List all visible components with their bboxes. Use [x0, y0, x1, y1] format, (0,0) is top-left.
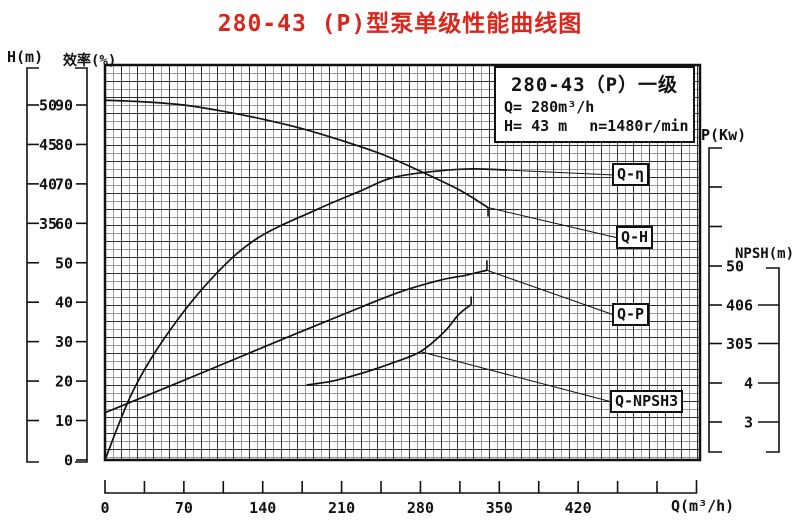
efficiency-tick-label: 20	[55, 373, 73, 391]
legend-model: 280-43（P）一级	[510, 74, 679, 96]
leader-line	[420, 351, 613, 403]
efficiency-tick-label: 30	[55, 333, 73, 351]
curve-label-efficiency: Q-η	[612, 163, 650, 186]
plot-border	[103, 63, 702, 462]
efficiency-axis-label: 效率(%)	[63, 53, 117, 69]
npsh-axis-label: NPSH(m)	[735, 246, 795, 262]
curve-q_npsh3	[306, 303, 472, 386]
efficiency-tick-label: 80	[55, 136, 73, 154]
efficiency-tick-label: 0	[64, 451, 73, 469]
curve-label-power: Q-P	[612, 303, 650, 326]
flow-tick-label: 0	[100, 499, 109, 517]
legend-speed: n=1480r/min	[589, 117, 689, 135]
curve-q_p	[104, 269, 488, 414]
leader-line	[486, 269, 615, 316]
efficiency-tick-label: 70	[55, 175, 73, 193]
flow-tick-label: 420	[565, 499, 592, 517]
npsh-axis-bracket	[766, 267, 780, 453]
head-tick-label: 40	[39, 175, 57, 193]
efficiency-tick-label: 50	[55, 254, 73, 272]
power-tick-label: 50	[726, 258, 744, 276]
curve-label-head: Q-H	[616, 226, 654, 249]
power-axis-bracket	[708, 147, 722, 453]
power-axis-label: P(Kw)	[701, 126, 747, 144]
npsh-tick-label: 4	[744, 375, 753, 393]
npsh-tick-label: 3	[744, 414, 753, 432]
head-axis-label: H(m)	[7, 48, 44, 66]
flow-tick-label: 70	[175, 499, 193, 517]
flow-tick-label: 140	[249, 499, 276, 517]
chart-title: 280-43 (P)型泵单级性能曲线图	[217, 11, 583, 37]
flow-axis-label: Q(m³/h)	[671, 497, 735, 515]
curve-q_eta	[104, 168, 508, 461]
flow-tick-label: 280	[407, 499, 434, 517]
legend-flow: Q= 280m³/h	[504, 98, 595, 116]
legend-box: 280-43（P）一级 Q= 280m³/h H= 43 m n=1480r/mi…	[494, 66, 695, 143]
legend-head-speed: H= 43 m n=1480r/min	[504, 117, 693, 135]
npsh-tick-label: 6	[744, 297, 753, 315]
curve-q_h	[104, 99, 489, 209]
npsh-tick-label: 5	[744, 335, 753, 353]
efficiency-tick-label: 90	[55, 97, 73, 115]
leader-line	[507, 169, 615, 176]
efficiency-tick-label: 10	[55, 412, 73, 430]
flow-tick-label: 210	[328, 499, 355, 517]
flow-tick-label: 350	[486, 499, 513, 517]
power-tick-label: 40	[726, 297, 744, 315]
head-tick-label: 35	[39, 215, 57, 233]
flow-axis-bracket	[104, 480, 698, 494]
legend-head: H= 43 m	[504, 117, 568, 135]
power-tick-label: 30	[726, 335, 744, 353]
head-tick-label: 50	[39, 97, 57, 115]
efficiency-axis-bracket	[75, 67, 88, 463]
head-axis-bracket	[26, 67, 39, 463]
head-tick-label: 45	[39, 136, 57, 154]
efficiency-tick-label: 60	[55, 215, 73, 233]
curve-label-npsh: Q-NPSH3	[610, 390, 684, 413]
efficiency-tick-label: 40	[55, 294, 73, 312]
leader-line	[487, 207, 619, 239]
